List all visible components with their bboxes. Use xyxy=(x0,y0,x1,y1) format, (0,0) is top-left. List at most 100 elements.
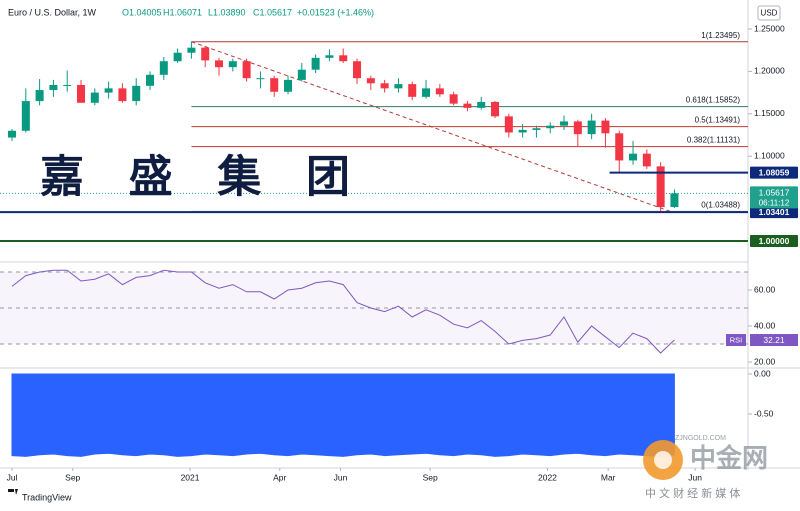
candle-body xyxy=(573,121,582,135)
rsi-name-box xyxy=(726,334,746,347)
candle-body xyxy=(394,84,403,89)
candle-body xyxy=(339,55,348,62)
y-tick-label: 1.10000 xyxy=(754,150,785,160)
candle-body xyxy=(311,57,320,70)
plot-layer: 1.25000 1.20000 1.15000 1.10000 60.00 40.00 20… xyxy=(0,23,798,482)
countdown: 06:11:12 xyxy=(759,198,790,207)
level-label-box xyxy=(750,235,798,248)
candle-body xyxy=(601,120,610,134)
rsi-value-box xyxy=(750,334,798,347)
ohlc-open: O1.04005 xyxy=(122,7,162,17)
logo-inner xyxy=(654,451,672,469)
candle-body xyxy=(380,83,389,89)
candle-body xyxy=(504,116,513,133)
level-label: 1.03401 xyxy=(759,207,790,217)
candle-body xyxy=(270,78,279,92)
candle-body xyxy=(63,84,72,86)
x-tick-label: 2022 xyxy=(538,472,557,482)
x-tick-label: Mar xyxy=(601,472,616,482)
chart-title: Euro / U.S. Dollar, 1W xyxy=(8,7,97,17)
candle-body xyxy=(532,128,541,130)
tradingview-icon xyxy=(8,489,18,495)
level-label-box xyxy=(750,206,798,219)
rsi-line xyxy=(11,269,675,354)
candle-body xyxy=(435,88,444,95)
ohlc-close: C1.05617 xyxy=(253,7,292,17)
ohlc-high: H1.06071 xyxy=(163,7,202,17)
candle-body xyxy=(187,47,196,53)
x-tick-label: Jul xyxy=(7,472,18,482)
level-label: 1.08059 xyxy=(759,167,790,177)
x-tick-label: Sep xyxy=(423,472,438,482)
x-tick-label: Sep xyxy=(65,472,80,482)
candle-body xyxy=(118,88,127,102)
x-tick-label: Jun xyxy=(334,472,348,482)
fib-label: 0.382(1.11131) xyxy=(687,136,740,145)
candle-body xyxy=(325,55,334,58)
fib-label: 1(1.23495) xyxy=(701,31,740,40)
y-tick-label: -0.50 xyxy=(754,408,774,418)
ohlc-low: L1.03890 xyxy=(208,7,246,17)
y-tick-label: 60.00 xyxy=(754,284,776,294)
candle-body xyxy=(228,61,237,68)
candle-body xyxy=(491,101,500,117)
rsi-band xyxy=(0,272,748,345)
y-tick-label: 1.20000 xyxy=(754,66,785,76)
logo-text: 中金网 xyxy=(690,443,768,473)
last-price: 1.05617 xyxy=(759,188,790,198)
candle-body xyxy=(449,94,458,104)
trend-line xyxy=(191,41,671,212)
candle-body xyxy=(477,101,486,108)
logo-tagline: 中 文 财 经 新 媒 体 xyxy=(645,486,740,500)
candle-body xyxy=(546,125,555,129)
candle-body xyxy=(77,84,86,103)
candle-body xyxy=(408,84,417,97)
candle-body xyxy=(215,60,224,68)
candle-body xyxy=(353,61,362,79)
fib-label: 0(1.03488) xyxy=(701,201,740,210)
candle-body xyxy=(284,79,293,92)
last-price-box xyxy=(750,186,798,209)
y-tick-label: 1.25000 xyxy=(754,23,785,33)
candle-body xyxy=(256,78,265,80)
candle-body xyxy=(463,103,472,108)
candle-body xyxy=(90,92,99,103)
y-tick-label: 0.00 xyxy=(754,368,771,378)
logo-site: ZJNGOLD.COM xyxy=(675,435,726,442)
footer-brand: TradingView xyxy=(22,492,72,502)
currency[interactable]: USD xyxy=(761,9,778,18)
y-tick-label: 40.00 xyxy=(754,320,776,330)
candle-body xyxy=(242,61,251,79)
candle-body xyxy=(629,153,638,161)
candle-body xyxy=(615,133,624,161)
y-tick-label: 1.15000 xyxy=(754,108,785,118)
candle-body xyxy=(49,84,58,91)
candle-body xyxy=(159,61,168,75)
candle-body xyxy=(656,166,665,208)
candle-body xyxy=(35,90,44,102)
x-tick-label: Apr xyxy=(273,472,286,482)
candle-body xyxy=(104,88,113,93)
candle-body xyxy=(366,78,375,84)
ohlc-change: +0.01523 (+1.46%) xyxy=(297,7,374,17)
candle-body xyxy=(201,47,210,61)
level-label: 1.00000 xyxy=(759,236,790,246)
x-tick-label: Jun xyxy=(688,472,702,482)
candle-body xyxy=(21,101,30,131)
level-label-box xyxy=(750,166,798,179)
candle-body xyxy=(297,69,306,80)
candle-body xyxy=(642,153,651,167)
y-tick-label: 20.00 xyxy=(754,356,776,366)
candle-body xyxy=(518,129,527,133)
candle-body xyxy=(670,193,679,208)
currency-box[interactable] xyxy=(757,5,781,21)
area xyxy=(11,373,675,457)
fib-label: 0.618(1.15852) xyxy=(686,96,741,105)
rsi-name: RSI xyxy=(730,336,743,345)
fib-label: 0.5(1.13491) xyxy=(695,116,741,125)
candle-body xyxy=(146,74,155,86)
rsi-value: 32.21 xyxy=(763,335,785,345)
candle-body xyxy=(587,120,596,135)
candle-body xyxy=(560,121,569,126)
